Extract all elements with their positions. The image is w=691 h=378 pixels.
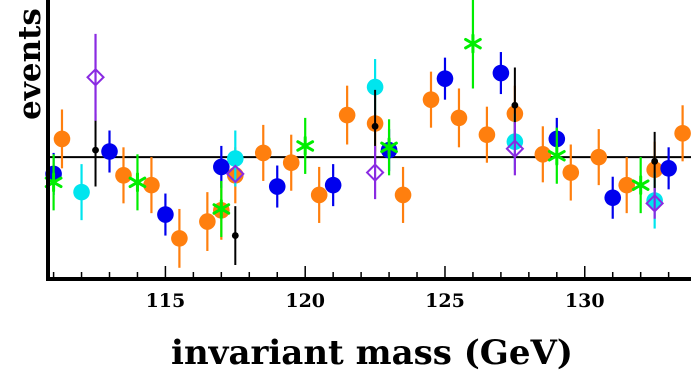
data-point <box>660 160 677 177</box>
data-point <box>464 33 482 54</box>
y-axis-label: events <box>12 8 48 120</box>
data-point <box>213 158 230 176</box>
data-point <box>92 146 99 154</box>
data-point <box>157 206 174 223</box>
data-point <box>380 137 398 158</box>
data-point <box>450 109 468 127</box>
data-point <box>324 176 342 194</box>
data-point <box>128 172 147 193</box>
data-point <box>365 163 385 182</box>
data-point <box>310 186 328 204</box>
data-point <box>590 148 608 166</box>
data-point <box>547 145 566 166</box>
data-point <box>296 135 315 156</box>
data-point <box>101 143 118 160</box>
x-tick-label: 120 <box>285 290 325 312</box>
data-point <box>73 183 90 201</box>
data-point <box>645 193 665 213</box>
data-point <box>478 126 496 143</box>
data-point <box>268 178 286 195</box>
data-point <box>505 139 525 159</box>
plot-frame <box>46 0 691 281</box>
data-point <box>436 70 454 87</box>
data-point <box>338 106 356 124</box>
data-point <box>231 232 239 239</box>
data-point <box>674 124 691 142</box>
data-point <box>422 91 440 108</box>
x-tick-label: 130 <box>565 290 605 312</box>
x-tick-label: 125 <box>425 290 465 312</box>
data-markers <box>44 0 691 268</box>
data-point <box>53 130 71 148</box>
data-point <box>492 64 510 82</box>
data-point <box>371 122 379 130</box>
data-point <box>534 146 552 163</box>
data-point <box>604 189 622 207</box>
data-point <box>227 150 244 167</box>
data-point <box>618 176 635 194</box>
data-point <box>282 154 300 172</box>
data-point <box>366 78 384 96</box>
data-point <box>225 164 245 184</box>
data-point <box>394 186 412 204</box>
data-point <box>651 157 659 165</box>
data-point <box>115 167 132 184</box>
x-tick-label: 115 <box>146 290 186 312</box>
data-point <box>171 230 188 247</box>
data-point <box>199 213 216 230</box>
data-point <box>511 101 519 109</box>
data-point <box>254 144 272 162</box>
data-point <box>86 67 105 87</box>
data-point <box>212 198 231 219</box>
x-axis-label: invariant mass (GeV) <box>171 333 573 373</box>
x-tick-labels: 115 120 125 130 <box>146 290 605 312</box>
data-point <box>562 164 580 181</box>
data-point <box>143 176 160 194</box>
data-point <box>631 175 650 196</box>
